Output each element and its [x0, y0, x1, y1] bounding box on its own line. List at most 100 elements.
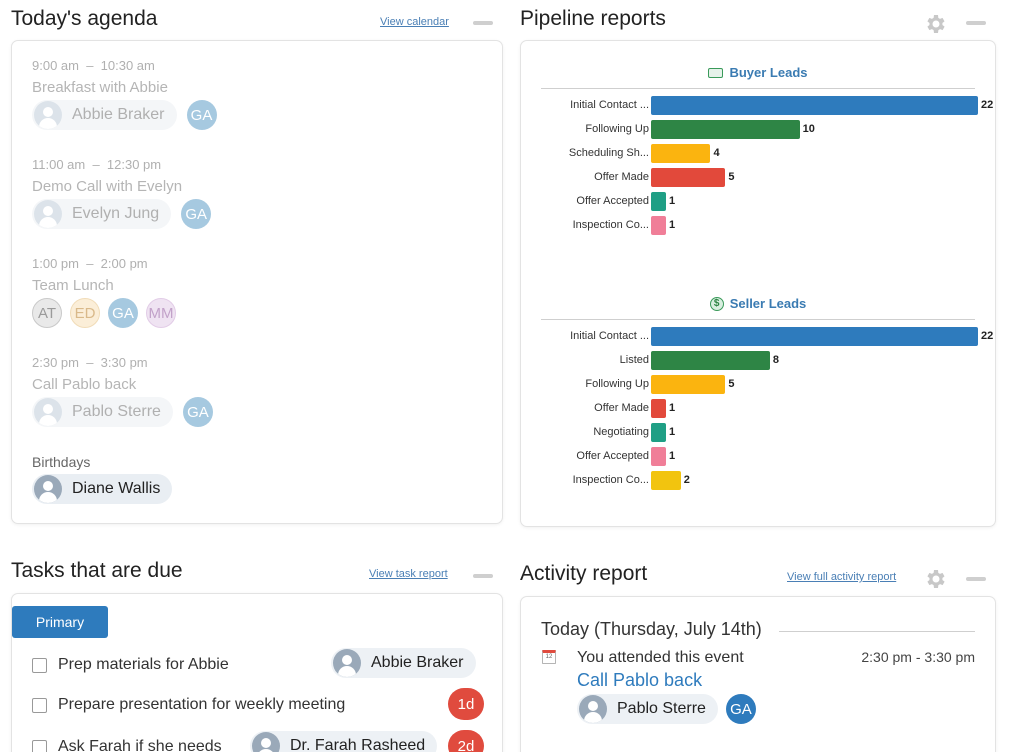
activity-person-chip[interactable]: Pablo Sterre [577, 694, 718, 724]
bar-value-label: 1 [669, 450, 676, 462]
tab-primary[interactable]: Primary [12, 606, 108, 638]
birthdays-label: Birthdays [32, 454, 91, 470]
bar[interactable] [651, 423, 666, 442]
bar-label: Scheduling Sh... [568, 147, 649, 159]
tasks-title: Tasks that are due [11, 559, 183, 582]
bar[interactable] [651, 399, 666, 418]
avatar-icon [34, 200, 62, 228]
avatar-icon [34, 475, 62, 503]
task-person-chip[interactable]: Abbie Braker [331, 648, 476, 678]
initials-badge[interactable]: GA [108, 298, 138, 328]
avatar-icon [34, 398, 62, 426]
bar[interactable] [651, 375, 726, 394]
buyer-rule [541, 88, 975, 89]
activity-card: Today (Thursday, July 14th) 12 You atten… [520, 596, 996, 752]
bar[interactable] [651, 471, 681, 490]
person-chip[interactable]: Abbie Braker [32, 100, 177, 130]
person-chip[interactable]: Evelyn Jung [32, 199, 172, 229]
bar-label: Offer Accepted [576, 195, 649, 207]
bar-label: Following Up [585, 378, 649, 390]
task-text: Ask Farah if she needs [58, 738, 222, 752]
calendar-icon: 12 [542, 650, 556, 664]
initials-badge[interactable]: GA [725, 694, 756, 724]
bar-value-label: 1 [669, 402, 676, 414]
task-row[interactable]: Prep materials for Abbie [32, 656, 229, 674]
buyer-leads-chart: Initial Contact ... 22 Following Up 10 Sched… [541, 96, 993, 240]
pipeline-card: Buyer Leads Initial Contact ... 22 Followi… [520, 40, 996, 527]
bar-label: Following Up [585, 123, 649, 135]
bar-label: Negotiating [593, 426, 649, 438]
task-person-chip[interactable]: Dr. Farah Rasheed [250, 731, 438, 752]
avatar-icon [333, 649, 361, 677]
gear-icon[interactable] [924, 567, 948, 591]
bar-value-label: 22 [981, 99, 994, 111]
event-title: Breakfast with Abbie [32, 79, 168, 96]
bar[interactable] [651, 144, 711, 163]
bar-value-label: 10 [802, 123, 815, 135]
initials-badge[interactable]: GA [182, 397, 213, 427]
dollar-icon: $ [709, 296, 724, 311]
initials-badge[interactable]: AT [32, 298, 62, 328]
agenda-minimize-button[interactable] [473, 21, 493, 25]
agenda-event[interactable]: 2:30 pm – 3:30 pm Call Pablo back Pablo … [32, 355, 213, 427]
bar-label: Initial Contact ... [570, 99, 649, 111]
pipeline-title: Pipeline reports [520, 7, 666, 30]
event-time: 11:00 am – 12:30 pm [32, 157, 162, 172]
seller-leads-label: Seller Leads [729, 296, 807, 311]
person-name: Dr. Farah Rasheed [290, 737, 426, 752]
task-row[interactable]: Ask Farah if she needs [32, 738, 222, 752]
bar-value-label: 22 [981, 330, 994, 342]
bar-label: Offer Made [594, 171, 649, 183]
initials-badge[interactable]: ED [70, 298, 100, 328]
activity-event-link[interactable]: Call Pablo back [577, 670, 703, 690]
task-checkbox[interactable] [32, 697, 47, 713]
task-row[interactable]: Prepare presentation for weekly meeting [32, 696, 345, 714]
seller-leads-title: $ Seller Leads [521, 296, 995, 312]
initials-badge[interactable]: GA [181, 199, 212, 229]
bar-label: Listed [619, 354, 649, 366]
pipeline-minimize-button[interactable] [966, 21, 986, 25]
event-title: Call Pablo back [32, 376, 137, 393]
initials-badge[interactable]: MM [146, 298, 176, 328]
event-time: 2:30 pm – 3:30 pm [32, 355, 148, 370]
birthday-person-chip[interactable]: Diane Wallis [32, 474, 173, 504]
person-chip[interactable]: Pablo Sterre [32, 397, 173, 427]
bar-label: Inspection Co... [572, 219, 649, 231]
bar-value-label: 2 [683, 474, 690, 486]
event-time: 9:00 am – 10:30 am [32, 58, 155, 73]
bar[interactable] [651, 351, 770, 370]
person-name: Diane Wallis [72, 480, 161, 497]
tasks-minimize-button[interactable] [473, 574, 493, 578]
bar[interactable] [651, 327, 978, 346]
person-name: Pablo Sterre [72, 403, 161, 420]
bar[interactable] [651, 120, 800, 139]
person-name: Pablo Sterre [617, 700, 706, 717]
bar-value-label: 1 [669, 195, 676, 207]
activity-minimize-button[interactable] [966, 577, 986, 581]
agenda-event[interactable]: 11:00 am – 12:30 pm Demo Call with Evely… [32, 157, 212, 229]
avatar-icon [34, 101, 62, 129]
bar-label: Inspection Co... [572, 474, 649, 486]
agenda-event[interactable]: 1:00 pm – 2:00 pm Team Lunch AT ED GA MM [32, 256, 176, 328]
bar-label: Initial Contact ... [570, 330, 649, 342]
view-calendar-link[interactable]: View calendar [380, 16, 449, 28]
calendar-icon-day: 12 [545, 654, 553, 660]
task-checkbox[interactable] [32, 739, 47, 752]
bar[interactable] [651, 216, 666, 235]
gear-icon[interactable] [924, 12, 948, 36]
bar[interactable] [651, 168, 726, 187]
view-task-report-link[interactable]: View task report [369, 568, 448, 580]
view-full-activity-report-link[interactable]: View full activity report [787, 571, 897, 583]
bar[interactable] [651, 192, 666, 211]
task-checkbox[interactable] [32, 657, 47, 673]
bar-label: Offer Accepted [576, 450, 649, 462]
activity-title: Activity report [520, 562, 648, 585]
bar-value-label: 5 [728, 171, 735, 183]
initials-badge[interactable]: GA [186, 100, 217, 130]
person-name: Abbie Braker [72, 106, 165, 123]
bar[interactable] [651, 447, 666, 466]
activity-date-heading: Today (Thursday, July 14th) [541, 619, 762, 639]
buyer-leads-title: Buyer Leads [521, 65, 995, 80]
agenda-event[interactable]: 9:00 am – 10:30 am Breakfast with Abbie … [32, 58, 217, 130]
bar[interactable] [651, 96, 978, 115]
